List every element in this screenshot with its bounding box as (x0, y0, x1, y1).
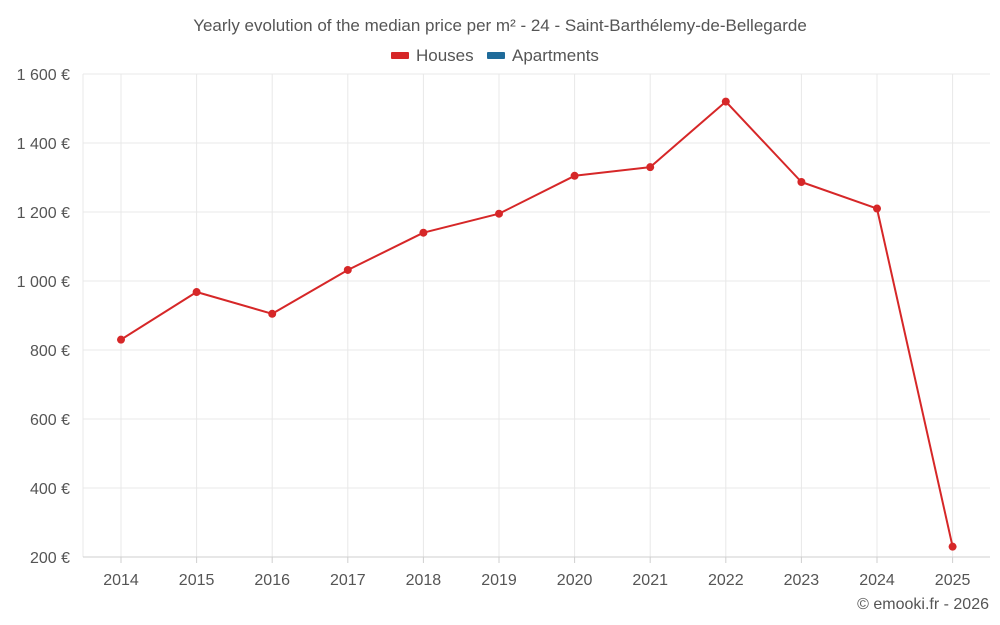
legend-swatch-apartments (487, 52, 505, 59)
legend-label-houses: Houses (416, 46, 474, 65)
data-point-houses[interactable] (797, 177, 806, 186)
x-tick-label: 2016 (254, 572, 290, 589)
data-point-houses[interactable] (873, 204, 881, 213)
x-tick-label: 2025 (935, 572, 971, 589)
data-point-houses[interactable] (646, 163, 655, 172)
data-point-houses[interactable] (268, 309, 277, 318)
y-tick-label: 1 000 € (17, 274, 70, 291)
y-tick-label: 1 600 € (17, 67, 70, 84)
x-tick-label: 2024 (859, 572, 895, 589)
data-point-houses[interactable] (570, 171, 579, 180)
data-point-houses[interactable] (192, 288, 201, 297)
y-tick-label: 600 € (30, 412, 70, 429)
x-axis: 2014 2015 2016 2017 2018 2019 2020 2021 2022 2023… (103, 557, 970, 589)
x-tick-label: 2023 (784, 572, 820, 589)
x-tick-label: 2015 (179, 572, 215, 589)
legend-item-houses[interactable]: Houses (391, 46, 474, 65)
y-tick-label: 200 € (30, 550, 70, 567)
x-tick-label: 2022 (708, 572, 744, 589)
y-gridlines (83, 73, 990, 489)
x-tick-label: 2020 (557, 572, 593, 589)
data-point-houses[interactable] (117, 335, 125, 344)
y-tick-label: 1 200 € (17, 205, 70, 222)
legend: Houses Apartments (391, 46, 599, 65)
chart-title: Yearly evolution of the median price per… (193, 16, 807, 35)
data-point-houses[interactable] (495, 209, 503, 218)
legend-swatch-houses (391, 52, 409, 59)
data-point-houses[interactable] (343, 265, 352, 274)
y-axis: 200 € 400 € 600 € 800 € 1 000 € 1 200 € 1 400 … (17, 67, 70, 567)
x-gridlines (82, 74, 954, 557)
series-line-houses (120, 100, 954, 547)
y-tick-label: 1 400 € (17, 136, 70, 153)
credit-text: © emooki.fr - 2026 (857, 596, 989, 613)
x-tick-label: 2021 (632, 572, 668, 589)
data-point-houses[interactable] (948, 542, 957, 551)
x-tick-label: 2018 (406, 572, 442, 589)
data-point-houses[interactable] (721, 97, 730, 106)
legend-item-apartments[interactable]: Apartments (487, 46, 599, 65)
data-point-houses[interactable] (419, 228, 428, 237)
legend-label-apartments: Apartments (512, 46, 599, 65)
x-tick-label: 2014 (103, 572, 139, 589)
y-tick-label: 400 € (30, 481, 70, 498)
y-tick-label: 800 € (30, 343, 70, 360)
series-houses (117, 97, 957, 551)
x-tick-label: 2017 (330, 572, 366, 589)
x-tick-label: 2019 (481, 572, 517, 589)
